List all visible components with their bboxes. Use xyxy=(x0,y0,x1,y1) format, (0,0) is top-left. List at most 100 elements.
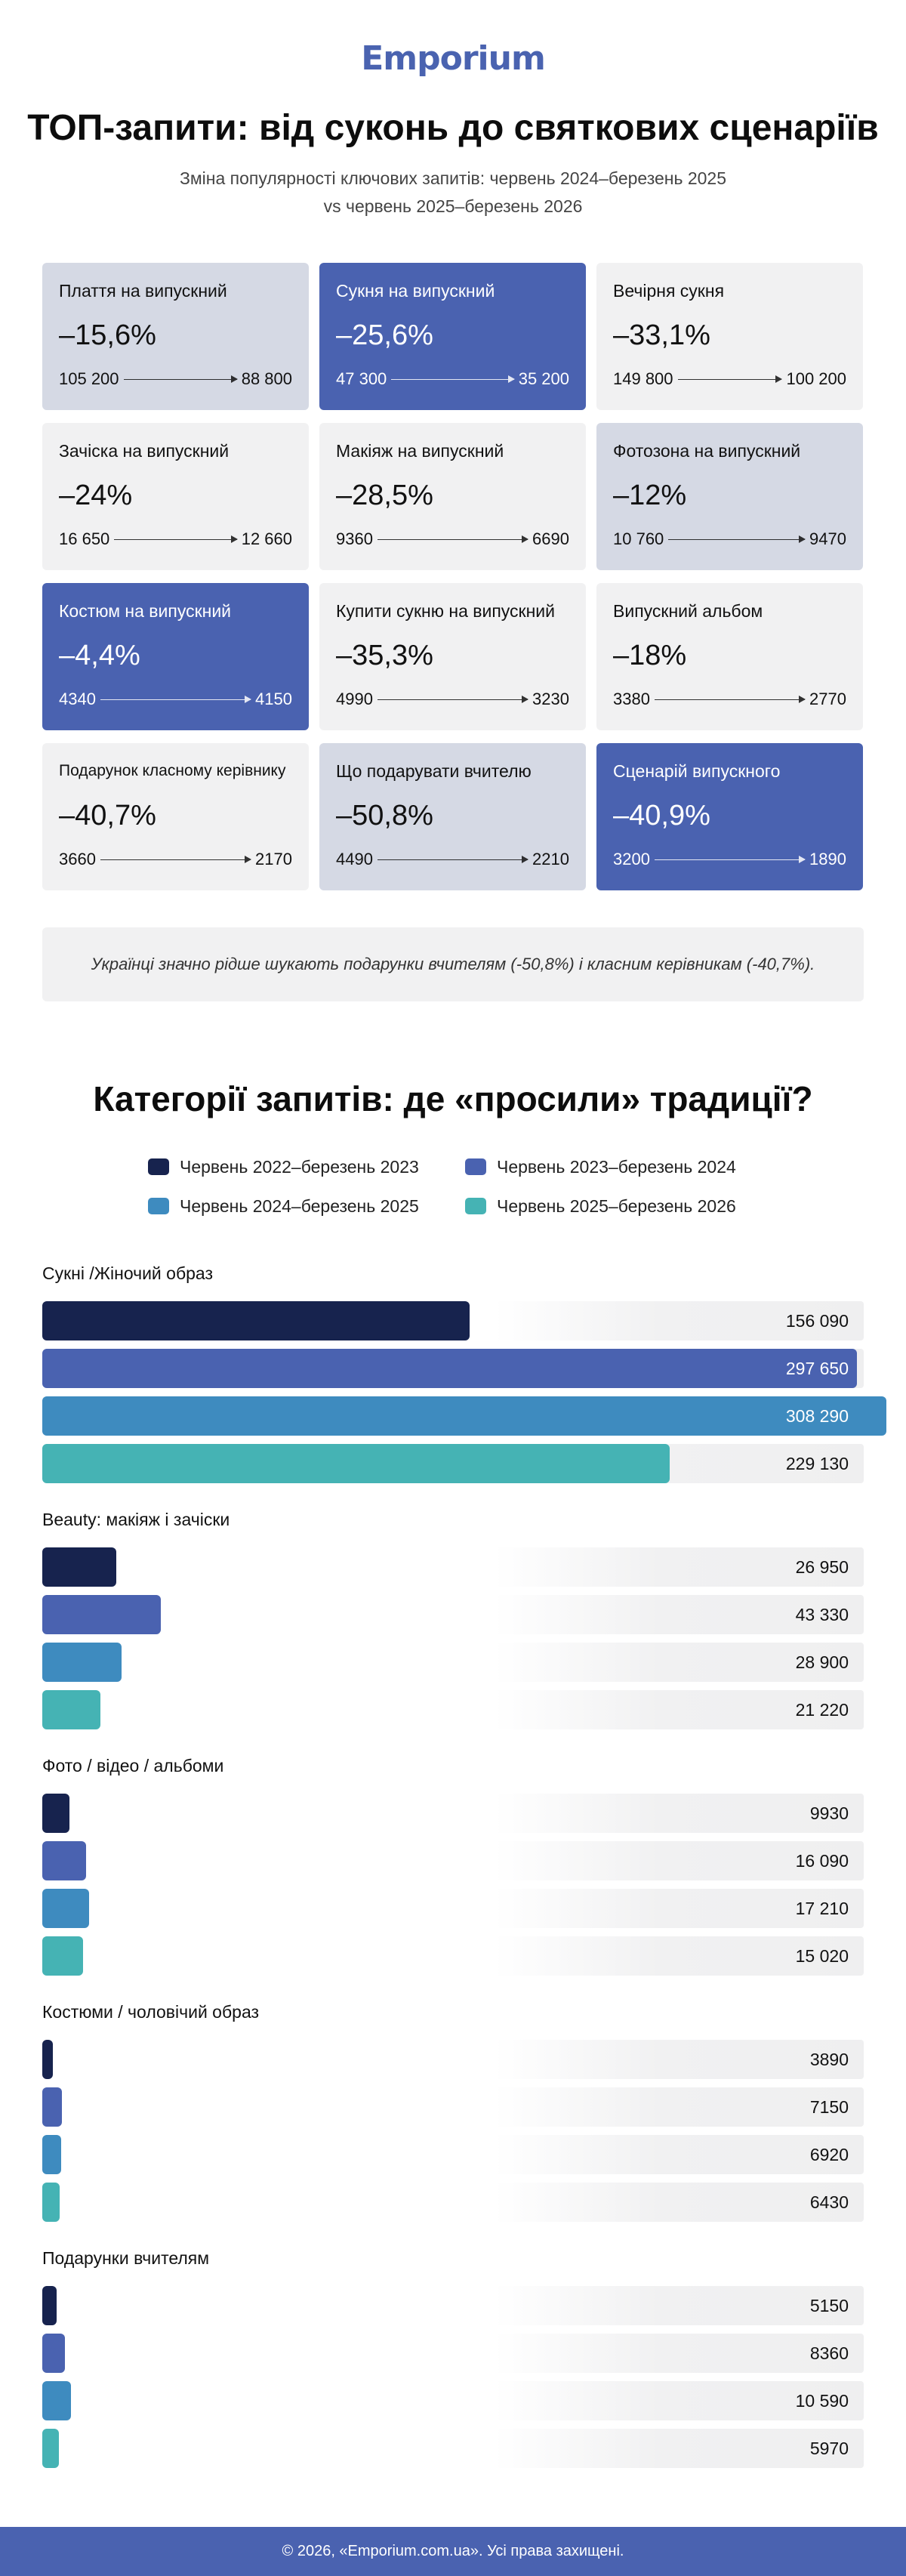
card-title: Костюм на випускний xyxy=(59,601,232,621)
card-percent: –28,5% xyxy=(336,480,433,511)
legend-item: Червень 2023–березень 2024 xyxy=(465,1155,782,1178)
bar xyxy=(42,1301,470,1340)
bar-value-label: 6920 xyxy=(809,2145,849,2164)
arrow-right-icon xyxy=(377,855,529,863)
card-percent: –24% xyxy=(59,480,133,511)
card-percent: –4,4% xyxy=(59,640,140,671)
card-percent: –35,3% xyxy=(336,640,433,671)
bar-track xyxy=(42,2183,864,2222)
bar-track xyxy=(42,2286,864,2325)
bar xyxy=(42,2183,60,2222)
bar-value-label: 28 900 xyxy=(795,1652,849,1672)
bar xyxy=(42,2286,57,2325)
query-cards-grid: Плаття на випускний –15,6% 105 200 88 800 Су… xyxy=(42,263,864,890)
bar-value-label: 156 090 xyxy=(785,1311,849,1331)
card-percent: –18% xyxy=(613,640,687,671)
bar-value-label: 10 590 xyxy=(795,2391,849,2411)
bar xyxy=(42,1595,161,1634)
card-from-value: 4340 xyxy=(59,690,96,708)
bar-value-label: 229 130 xyxy=(785,1454,849,1473)
card-to-value: 2770 xyxy=(809,690,846,708)
bar-track xyxy=(42,2381,864,2420)
category-label: Подарунки вчителям xyxy=(42,2248,210,2268)
card-change-row: 4990 3230 xyxy=(336,690,569,708)
card-change-row: 149 800 100 200 xyxy=(613,369,846,388)
bar xyxy=(42,2429,59,2468)
card-change-row: 4340 4150 xyxy=(59,690,292,708)
card-title: Макіяж на випускний xyxy=(336,441,504,461)
card-from-value: 3200 xyxy=(613,850,650,868)
card-title: Купити сукню на випускний xyxy=(336,601,555,621)
bar-track xyxy=(42,2135,864,2174)
arrow-right-icon xyxy=(377,535,529,543)
card-to-value: 6690 xyxy=(532,529,569,548)
card-title: Зачіска на випускний xyxy=(59,441,230,461)
legend-label: Червень 2025–березень 2026 xyxy=(497,1195,736,1216)
arrow-right-icon xyxy=(100,695,252,703)
category-label: Костюми / чоловічий образ xyxy=(42,2002,260,2022)
card-from-value: 149 800 xyxy=(613,369,673,388)
bar xyxy=(42,1444,670,1483)
card-percent: –50,8% xyxy=(336,800,433,831)
page-subtitle: Зміна популярності ключових запитів: чер… xyxy=(0,165,906,221)
summary-note: Українці значно рідше шукають подарунки … xyxy=(42,927,864,1001)
legend-label: Червень 2023–березень 2024 xyxy=(497,1156,736,1177)
card-change-row: 3200 1890 xyxy=(613,850,846,868)
brand-logo: Emporium xyxy=(361,39,546,78)
bar xyxy=(42,1690,100,1729)
bar-value-label: 21 220 xyxy=(795,1700,849,1720)
arrow-right-icon xyxy=(100,855,252,863)
bar xyxy=(42,2040,53,2079)
bar xyxy=(42,2381,71,2420)
card-from-value: 3380 xyxy=(613,690,650,708)
subtitle-line-1: Зміна популярності ключових запитів: чер… xyxy=(179,168,727,188)
chart-legend: Червень 2022–березень 2023 Червень 2023–б… xyxy=(148,1155,782,1217)
category-label: Фото / відео / альбоми xyxy=(42,1756,224,1775)
bar-track xyxy=(42,1690,864,1729)
bar xyxy=(42,2135,61,2174)
query-card: Подарунок класному керівнику –40,7% 3660 21… xyxy=(42,743,309,890)
legend-swatch xyxy=(465,1198,486,1214)
card-change-row: 10 760 9470 xyxy=(613,529,846,548)
card-to-value: 4150 xyxy=(255,690,292,708)
bar-value-label: 16 090 xyxy=(795,1851,849,1871)
bar-value-label: 297 650 xyxy=(785,1359,849,1378)
bar xyxy=(42,2334,65,2373)
query-card: Зачіска на випускний –24% 16 650 12 660 xyxy=(42,423,309,570)
query-card: Макіяж на випускний –28,5% 9360 6690 xyxy=(319,423,586,570)
card-title: Плаття на випускний xyxy=(59,281,227,301)
card-to-value: 35 200 xyxy=(518,369,569,388)
bar xyxy=(42,1396,886,1436)
bar-value-label: 6430 xyxy=(809,2192,849,2212)
query-card: Вечірня сукня –33,1% 149 800 100 200 xyxy=(596,263,863,410)
legend-swatch xyxy=(148,1198,169,1214)
card-change-row: 105 200 88 800 xyxy=(59,369,292,388)
card-percent: –15,6% xyxy=(59,319,156,351)
card-title: Сукня на випускний xyxy=(336,281,495,301)
query-card: Випускний альбом –18% 3380 2770 xyxy=(596,583,863,730)
legend-label: Червень 2022–березень 2023 xyxy=(180,1156,419,1177)
card-change-row: 9360 6690 xyxy=(336,529,569,548)
card-title: Що подарувати вчителю xyxy=(336,761,532,781)
bar-value-label: 3890 xyxy=(809,2050,849,2069)
card-to-value: 3230 xyxy=(532,690,569,708)
legend-item: Червень 2024–березень 2025 xyxy=(148,1195,465,1217)
card-from-value: 9360 xyxy=(336,529,373,548)
card-to-value: 12 660 xyxy=(241,529,292,548)
card-from-value: 4990 xyxy=(336,690,373,708)
card-from-value: 105 200 xyxy=(59,369,119,388)
card-title: Сценарій випускного xyxy=(613,761,781,781)
card-change-row: 47 300 35 200 xyxy=(336,369,569,388)
card-to-value: 1890 xyxy=(809,850,846,868)
query-card: Плаття на випускний –15,6% 105 200 88 800 xyxy=(42,263,309,410)
query-card: Сценарій випускного –40,9% 3200 1890 xyxy=(596,743,863,890)
chart-title: Категорії запитів: де «просили» традиції… xyxy=(93,1079,813,1118)
subtitle-line-2: vs червень 2025–березень 2026 xyxy=(323,196,583,216)
legend-swatch xyxy=(148,1158,169,1175)
card-from-value: 4490 xyxy=(336,850,373,868)
bar-track xyxy=(42,1595,864,1634)
footer: © 2026, «Emporium.com.ua». Усі права зах… xyxy=(0,2527,906,2576)
bar xyxy=(42,1794,69,1833)
bar-value-label: 43 330 xyxy=(795,1605,849,1624)
